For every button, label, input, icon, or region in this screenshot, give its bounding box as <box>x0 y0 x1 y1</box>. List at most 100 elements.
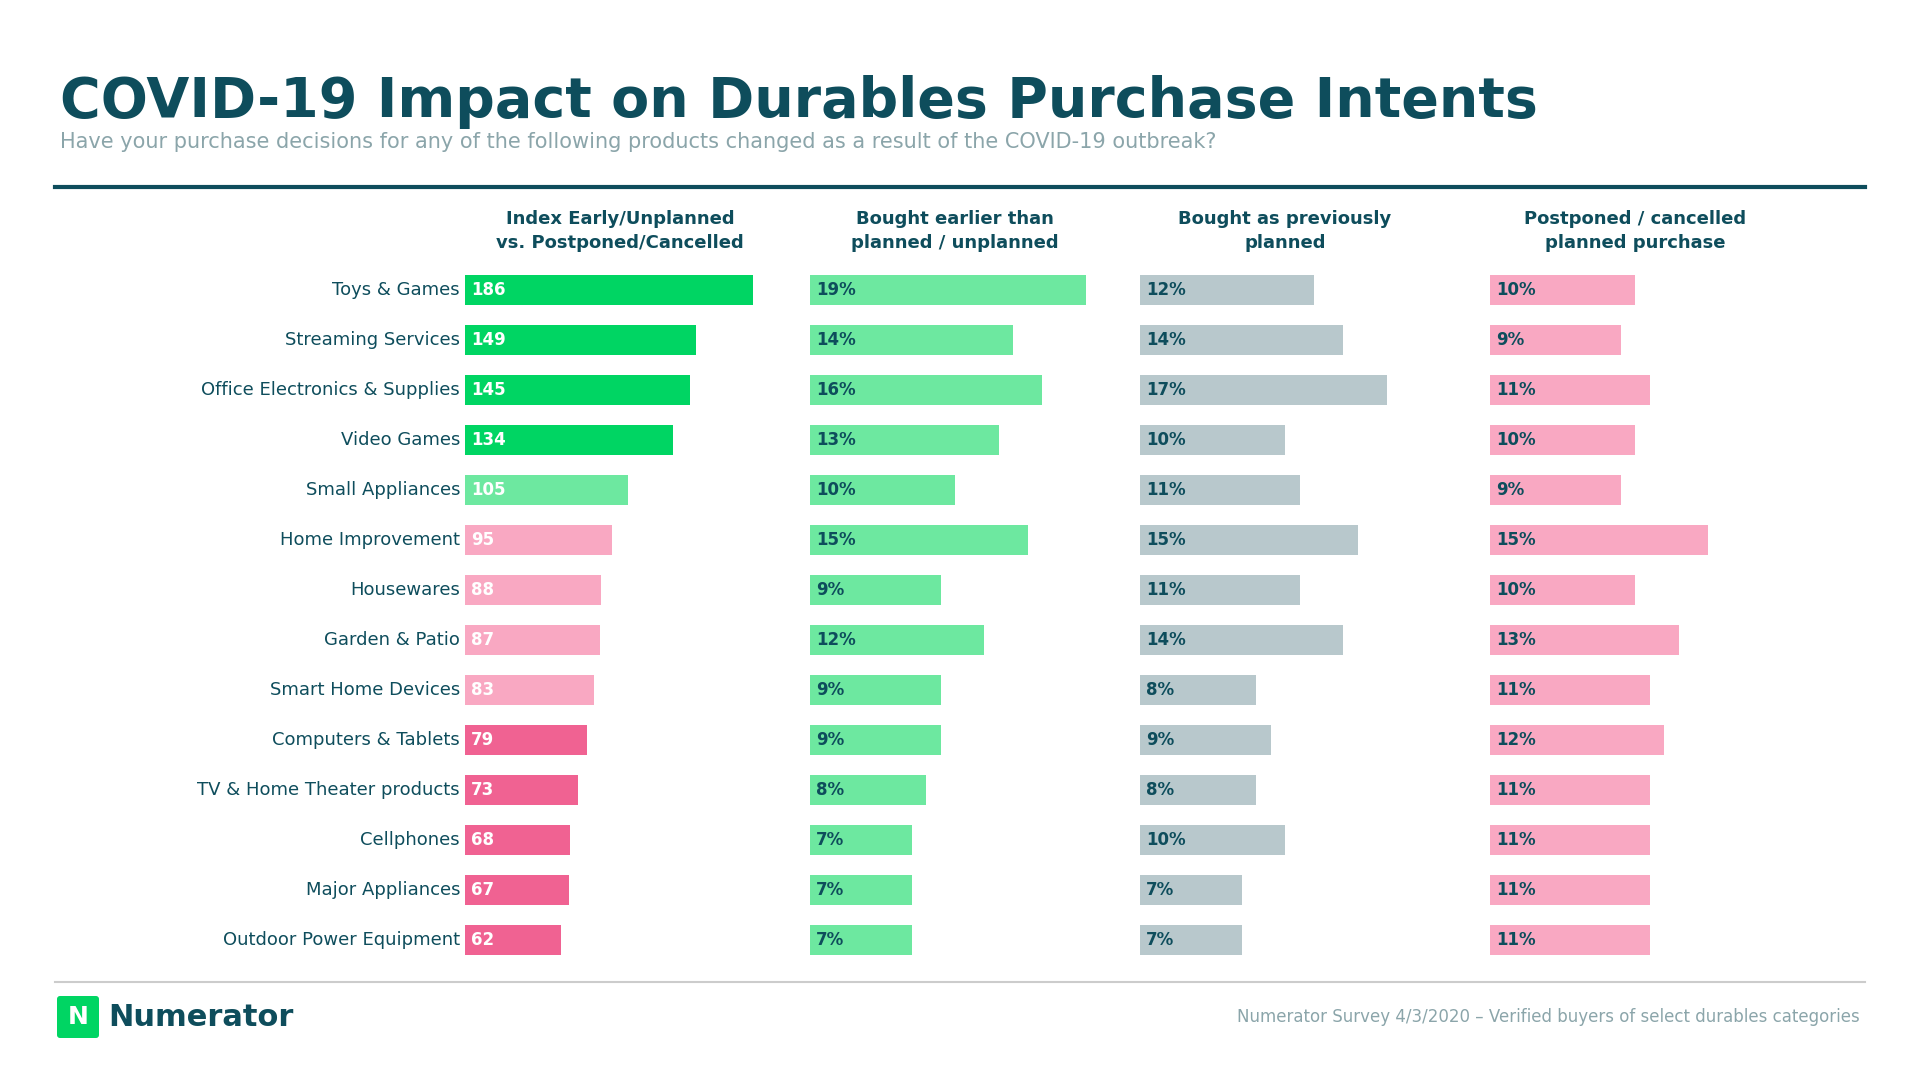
Text: Computers & Tablets: Computers & Tablets <box>273 731 461 750</box>
Bar <box>465 675 593 705</box>
Text: 11%: 11% <box>1496 681 1536 699</box>
Text: 9%: 9% <box>1496 481 1524 499</box>
Text: 62: 62 <box>470 931 493 949</box>
Text: 11%: 11% <box>1496 381 1536 399</box>
Bar <box>1490 325 1620 355</box>
Text: Smart Home Devices: Smart Home Devices <box>269 681 461 699</box>
Text: 10%: 10% <box>1146 831 1187 849</box>
Bar <box>465 375 689 405</box>
Text: 8%: 8% <box>816 781 845 799</box>
Text: 14%: 14% <box>816 330 856 349</box>
Text: Streaming Services: Streaming Services <box>284 330 461 349</box>
Text: 10%: 10% <box>1496 431 1536 449</box>
Text: N: N <box>67 1005 88 1029</box>
Text: 11%: 11% <box>1146 481 1187 499</box>
Text: 95: 95 <box>470 531 493 549</box>
Text: 149: 149 <box>470 330 505 349</box>
Text: Cellphones: Cellphones <box>361 831 461 849</box>
Text: 9%: 9% <box>1496 330 1524 349</box>
Text: 19%: 19% <box>816 281 856 299</box>
Bar <box>810 275 1085 305</box>
Bar <box>810 575 941 605</box>
Bar <box>810 924 912 955</box>
Text: Office Electronics & Supplies: Office Electronics & Supplies <box>202 381 461 399</box>
Text: Index Early/Unplanned
vs. Postponed/Cancelled: Index Early/Unplanned vs. Postponed/Canc… <box>495 210 743 252</box>
Text: Home Improvement: Home Improvement <box>280 531 461 549</box>
Bar <box>465 325 695 355</box>
Bar <box>465 625 599 654</box>
Text: 15%: 15% <box>1146 531 1187 549</box>
Text: Outdoor Power Equipment: Outdoor Power Equipment <box>223 931 461 949</box>
Text: Have your purchase decisions for any of the following products changed as a resu: Have your purchase decisions for any of … <box>60 132 1217 152</box>
Text: 12%: 12% <box>1146 281 1187 299</box>
Text: 10%: 10% <box>816 481 856 499</box>
Text: 14%: 14% <box>1146 631 1187 649</box>
Text: 7%: 7% <box>816 931 845 949</box>
Text: 15%: 15% <box>1496 531 1536 549</box>
Text: 7%: 7% <box>816 831 845 849</box>
Text: Numerator Survey 4/3/2020 – Verified buyers of select durables categories: Numerator Survey 4/3/2020 – Verified buy… <box>1236 1008 1860 1026</box>
Text: Video Games: Video Games <box>340 431 461 449</box>
Text: Bought as previously
planned: Bought as previously planned <box>1179 210 1392 252</box>
Bar <box>810 625 983 654</box>
Text: 10%: 10% <box>1146 431 1187 449</box>
Bar <box>810 675 941 705</box>
Bar <box>810 426 998 455</box>
Bar <box>1140 426 1284 455</box>
Bar <box>1140 875 1242 905</box>
Bar <box>1140 725 1271 755</box>
Bar <box>1490 625 1678 654</box>
Bar <box>465 875 568 905</box>
Text: 11%: 11% <box>1146 581 1187 599</box>
Bar <box>1490 924 1649 955</box>
Text: 105: 105 <box>470 481 505 499</box>
Text: 12%: 12% <box>816 631 856 649</box>
Text: 11%: 11% <box>1496 881 1536 899</box>
Text: 17%: 17% <box>1146 381 1187 399</box>
Bar <box>810 375 1043 405</box>
Text: 68: 68 <box>470 831 493 849</box>
Bar <box>1140 275 1313 305</box>
Text: 79: 79 <box>470 731 493 750</box>
Bar <box>810 775 925 805</box>
Text: Garden & Patio: Garden & Patio <box>324 631 461 649</box>
Text: Postponed / cancelled
planned purchase: Postponed / cancelled planned purchase <box>1524 210 1745 252</box>
Text: 7%: 7% <box>1146 931 1175 949</box>
Text: Housewares: Housewares <box>349 581 461 599</box>
Bar <box>1140 775 1256 805</box>
Bar <box>465 725 588 755</box>
Text: 7%: 7% <box>816 881 845 899</box>
Text: 73: 73 <box>470 781 493 799</box>
Text: 12%: 12% <box>1496 731 1536 750</box>
Bar <box>1140 924 1242 955</box>
Bar <box>1490 575 1636 605</box>
Text: Numerator: Numerator <box>108 1002 294 1031</box>
Bar <box>1490 725 1665 755</box>
Text: 11%: 11% <box>1496 931 1536 949</box>
Text: Major Appliances: Major Appliances <box>305 881 461 899</box>
Text: 8%: 8% <box>1146 781 1175 799</box>
Text: 9%: 9% <box>816 581 845 599</box>
Text: 10%: 10% <box>1496 281 1536 299</box>
Bar <box>1490 375 1649 405</box>
Text: 88: 88 <box>470 581 493 599</box>
Bar <box>465 525 612 555</box>
Bar <box>1140 675 1256 705</box>
Bar <box>465 825 570 855</box>
Text: 67: 67 <box>470 881 493 899</box>
Text: 14%: 14% <box>1146 330 1187 349</box>
Text: 10%: 10% <box>1496 581 1536 599</box>
Bar <box>1490 275 1636 305</box>
Bar <box>810 825 912 855</box>
Bar <box>1490 426 1636 455</box>
Text: 13%: 13% <box>1496 631 1536 649</box>
Bar <box>1140 375 1386 405</box>
Bar <box>465 426 672 455</box>
Text: 145: 145 <box>470 381 505 399</box>
Text: 9%: 9% <box>1146 731 1175 750</box>
Text: 16%: 16% <box>816 381 856 399</box>
Text: Bought earlier than
planned / unplanned: Bought earlier than planned / unplanned <box>851 210 1058 252</box>
Text: Toys & Games: Toys & Games <box>332 281 461 299</box>
Bar <box>1140 825 1284 855</box>
Bar <box>465 924 561 955</box>
